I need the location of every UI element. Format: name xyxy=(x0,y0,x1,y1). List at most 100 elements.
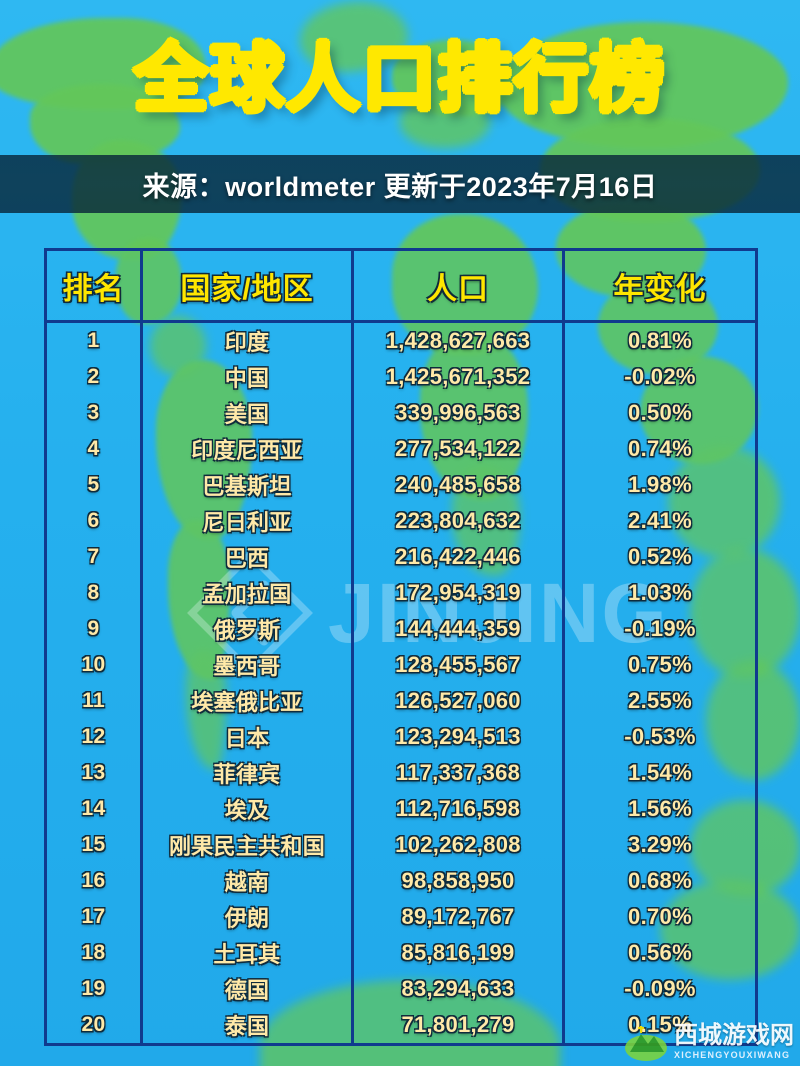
cell-country: 埃及 xyxy=(143,791,354,827)
table-row: 14 埃及 112,716,598 1.56% xyxy=(47,791,755,827)
cell-country: 孟加拉国 xyxy=(143,575,354,611)
cell-population: 240,485,658 xyxy=(354,467,565,503)
cell-rank: 15 xyxy=(47,827,143,863)
cell-population: 277,534,122 xyxy=(354,431,565,467)
cell-rank: 18 xyxy=(47,935,143,971)
cell-change: 3.29% xyxy=(628,832,692,857)
landmass-oceania xyxy=(690,800,800,896)
cell-population: 102,262,808 xyxy=(354,827,565,863)
cell-population: 1,425,671,352 xyxy=(354,359,565,395)
table-row: 2 中国 1,425,671,352 -0.02% xyxy=(47,359,755,395)
table-row: 18 土耳其 85,816,199 0.56% xyxy=(47,935,755,971)
cell-rank: 4 xyxy=(47,431,143,467)
source-bar: 来源：worldmeter 更新于2023年7月16日 xyxy=(0,155,800,213)
cell-population: 83,294,633 xyxy=(354,971,565,1007)
table-row: 1 印度 1,428,627,663 0.81% xyxy=(47,323,755,359)
cell-population: 71,801,279 xyxy=(354,1007,565,1043)
cell-population: 144,444,359 xyxy=(354,611,565,647)
table-body: 1 印度 1,428,627,663 0.81% 2 中国 1,425,671,352 -0.… xyxy=(47,323,755,1043)
column-header-country: 国家/地区 xyxy=(143,251,354,320)
cell-country: 越南 xyxy=(143,863,354,899)
cell-change: 0.75% xyxy=(628,652,692,677)
cell-country: 刚果民主共和国 xyxy=(143,827,354,863)
cell-country: 日本 xyxy=(143,719,354,755)
cell-country: 菲律宾 xyxy=(143,755,354,791)
cell-population: 216,422,446 xyxy=(354,539,565,575)
cell-rank: 6 xyxy=(47,503,143,539)
column-header-population: 人口 xyxy=(354,251,565,320)
table-row: 9 俄罗斯 144,444,359 -0.19% xyxy=(47,611,755,647)
cell-country: 埃塞俄比亚 xyxy=(143,683,354,719)
cell-population: 128,455,567 xyxy=(354,647,565,683)
landmass-asia xyxy=(668,446,780,558)
cell-change: 1.56% xyxy=(628,796,692,821)
cell-country: 印度尼西亚 xyxy=(143,431,354,467)
cell-rank: 12 xyxy=(47,719,143,755)
landmass-greenland xyxy=(300,2,408,72)
cell-rank: 17 xyxy=(47,899,143,935)
cell-rank: 16 xyxy=(47,863,143,899)
table-header-row: 排名 国家/地区 人口 年变化 xyxy=(47,251,755,323)
landmass-africa xyxy=(452,466,520,576)
cell-rank: 3 xyxy=(47,395,143,431)
cell-rank: 20 xyxy=(47,1007,143,1043)
cell-population: 339,996,563 xyxy=(354,395,565,431)
cell-change: 0.56% xyxy=(628,940,692,965)
title-area: 全球人口排行榜 xyxy=(0,40,800,118)
cell-country: 伊朗 xyxy=(143,899,354,935)
cell-population: 172,954,319 xyxy=(354,575,565,611)
cell-country: 美国 xyxy=(143,395,354,431)
cell-country: 土耳其 xyxy=(143,935,354,971)
cell-population: 1,428,627,663 xyxy=(354,323,565,359)
landmass-asia xyxy=(640,356,758,464)
cell-country: 尼日利亚 xyxy=(143,503,354,539)
cell-country: 巴西 xyxy=(143,539,354,575)
cell-population: 223,804,632 xyxy=(354,503,565,539)
table-row: 17 伊朗 89,172,767 0.70% xyxy=(47,899,755,935)
cell-population: 112,716,598 xyxy=(354,791,565,827)
cell-rank: 7 xyxy=(47,539,143,575)
population-table: 排名 国家/地区 人口 年变化 1 印度 1,428,627,663 0.81% 2 中国… xyxy=(44,248,758,1046)
cell-change: 0.81% xyxy=(628,328,692,353)
cell-population: 89,172,767 xyxy=(354,899,565,935)
cell-change: -0.09% xyxy=(624,976,696,1001)
cell-rank: 11 xyxy=(47,683,143,719)
column-header-rank: 排名 xyxy=(47,251,143,320)
cell-change: -0.53% xyxy=(624,724,696,749)
source-text: 来源：worldmeter 更新于2023年7月16日 xyxy=(142,171,658,202)
cell-population: 123,294,513 xyxy=(354,719,565,755)
page-title: 全球人口排行榜 xyxy=(134,37,666,120)
landmass-south-america xyxy=(156,360,252,540)
cell-change: 2.55% xyxy=(628,688,692,713)
table-row: 6 尼日利亚 223,804,632 2.41% xyxy=(47,503,755,539)
table-row: 10 墨西哥 128,455,567 0.75% xyxy=(47,647,755,683)
cell-country: 巴基斯坦 xyxy=(143,467,354,503)
cell-change: -0.02% xyxy=(624,364,696,389)
cell-rank: 14 xyxy=(47,791,143,827)
cell-rank: 9 xyxy=(47,611,143,647)
cell-rank: 19 xyxy=(47,971,143,1007)
cell-country: 墨西哥 xyxy=(143,647,354,683)
landmass-asia xyxy=(706,660,800,780)
cell-change: 0.50% xyxy=(628,400,692,425)
cell-population: 126,527,060 xyxy=(354,683,565,719)
cell-change: 2.41% xyxy=(628,508,692,533)
cell-change: 1.03% xyxy=(628,580,692,605)
cell-change: 0.15% xyxy=(628,1012,692,1037)
cell-country: 中国 xyxy=(143,359,354,395)
cell-rank: 5 xyxy=(47,467,143,503)
cell-rank: 1 xyxy=(47,323,143,359)
table-row: 19 德国 83,294,633 -0.09% xyxy=(47,971,755,1007)
cell-country: 印度 xyxy=(143,323,354,359)
table-row: 4 印度尼西亚 277,534,122 0.74% xyxy=(47,431,755,467)
cell-change: 0.68% xyxy=(628,868,692,893)
landmass-europe xyxy=(400,96,490,148)
table-row: 12 日本 123,294,513 -0.53% xyxy=(47,719,755,755)
table-row: 11 埃塞俄比亚 126,527,060 2.55% xyxy=(47,683,755,719)
cell-rank: 10 xyxy=(47,647,143,683)
cell-change: 0.70% xyxy=(628,904,692,929)
cell-rank: 2 xyxy=(47,359,143,395)
column-header-change: 年变化 xyxy=(613,272,707,306)
cell-country: 泰国 xyxy=(143,1007,354,1043)
